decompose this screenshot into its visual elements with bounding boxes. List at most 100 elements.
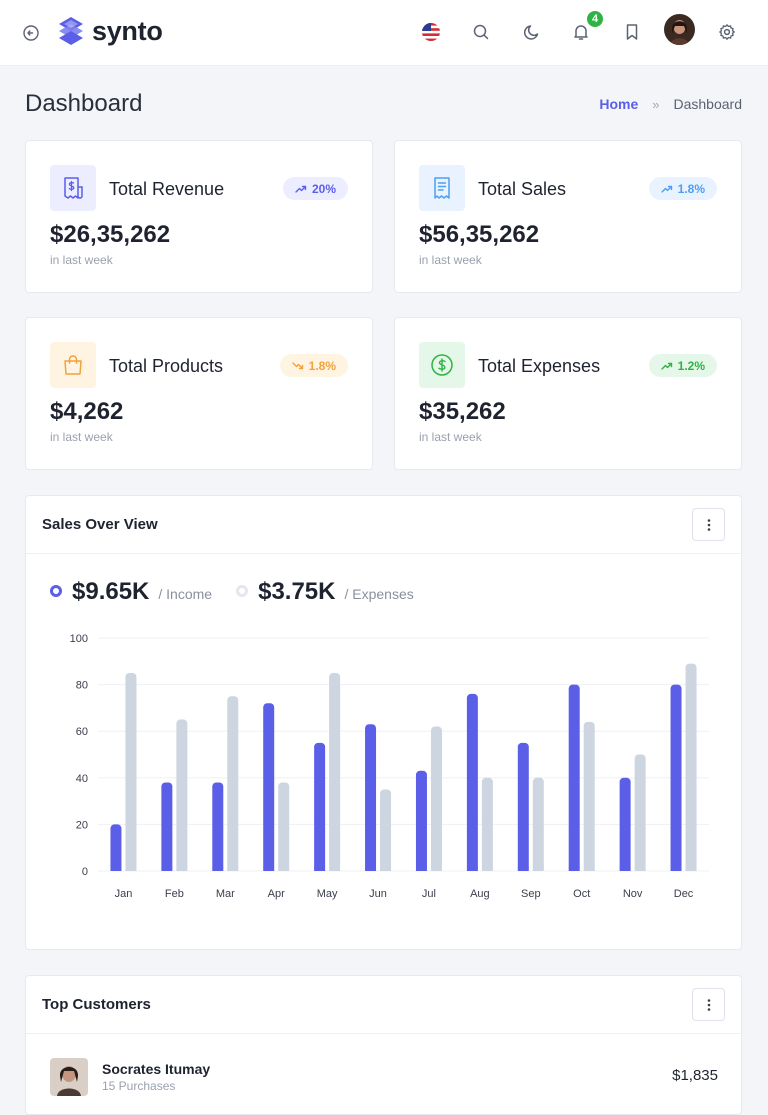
bar-base-expenses-apr — [278, 867, 290, 871]
sales-bar-chart: 0 20 40 60 80 100 Jan Feb Mar Apr May Jun Jul Aug Sep O… — [70, 633, 709, 900]
bar-base-expenses-nov — [634, 867, 646, 871]
bar-base-income-may — [314, 867, 326, 871]
bar-base-expenses-jan — [125, 867, 137, 871]
bar-base-income-nov — [619, 867, 631, 871]
x-tick-label: Feb — [165, 888, 184, 900]
more-vertical-icon — [707, 998, 710, 1011]
x-tick-label: Mar — [216, 888, 235, 900]
stat-change-badge: 20% — [282, 177, 348, 200]
stat-card-total-products: Total Products 1.8% $4,262 in last week — [25, 317, 373, 470]
stat-change-value: 1.8% — [677, 181, 705, 196]
bar-base-expenses-feb — [176, 867, 188, 871]
y-tick-label: 40 — [76, 773, 88, 785]
stat-title: Total Revenue — [109, 179, 225, 199]
stat-card-total-expenses: Total Expenses 1.2% $35,262 in last week — [394, 317, 742, 470]
bar-expenses-apr — [278, 782, 290, 871]
stat-change-badge: 1.8% — [279, 354, 348, 377]
bar-income-feb — [161, 782, 173, 871]
stat-value: $35,262 — [419, 398, 506, 425]
bar-income-oct — [568, 684, 580, 871]
bell-icon[interactable] — [570, 21, 592, 43]
trend-up-icon — [660, 362, 672, 370]
bar-base-income-sep — [517, 867, 529, 871]
x-tick-label: Dec — [674, 888, 694, 900]
bar-base-income-apr — [263, 867, 275, 871]
more-options-button[interactable] — [692, 988, 725, 1021]
bar-base-income-aug — [466, 867, 478, 871]
income-label: / Income — [158, 586, 213, 602]
customer-amount: $1,835 — [672, 1067, 718, 1084]
gear-icon[interactable] — [716, 21, 738, 43]
stat-change-badge: 1.8% — [648, 177, 717, 200]
breadcrumb-current: Dashboard — [673, 96, 743, 112]
stat-card-total-revenue: Total Revenue 20% $26,35,262 in last wee… — [25, 140, 373, 293]
card-title: Sales Over View — [42, 516, 158, 533]
y-tick-label: 100 — [70, 633, 88, 645]
bar-expenses-sep — [532, 777, 544, 871]
bar-expenses-nov — [634, 754, 646, 871]
shopping-bag-icon — [50, 342, 96, 388]
stat-title: Total Expenses — [478, 356, 601, 376]
bar-expenses-aug — [481, 777, 493, 871]
top-navbar: synto 4 — [0, 0, 768, 66]
bar-base-expenses-aug — [481, 867, 493, 871]
bar-base-expenses-jun — [380, 867, 392, 871]
stat-subtext: in last week — [50, 430, 113, 444]
bar-expenses-feb — [176, 719, 188, 871]
sales-overview-card: Sales Over View $9.65K / Income $3.75K /… — [25, 495, 742, 950]
customer-name: Socrates Itumay — [102, 1061, 211, 1077]
back-icon[interactable] — [22, 24, 40, 42]
more-options-button[interactable] — [692, 508, 725, 541]
bar-income-jan — [110, 824, 122, 871]
bookmark-icon[interactable] — [621, 21, 643, 43]
x-tick-label: Sep — [521, 888, 541, 900]
bar-income-jul — [415, 770, 427, 871]
income-total: $9.65K — [72, 578, 150, 605]
expenses-legend-dot — [236, 585, 249, 597]
logo[interactable]: synto — [55, 14, 163, 48]
card-header: Top Customers — [26, 976, 741, 1034]
bar-income-dec — [670, 684, 682, 871]
bar-income-sep — [517, 742, 529, 871]
flag-icon[interactable] — [420, 21, 442, 43]
bar-base-income-mar — [212, 867, 224, 871]
stat-value: $26,35,262 — [50, 221, 171, 248]
trend-down-icon — [291, 361, 303, 369]
stat-change-value: 1.2% — [677, 358, 705, 373]
bar-base-income-dec — [670, 867, 682, 871]
stat-value: $4,262 — [50, 398, 124, 425]
bar-income-nov — [619, 777, 631, 871]
top-customers-card: Top Customers Socrates Itumay 15 Purchas… — [25, 975, 742, 1115]
breadcrumb: Home » Dashboard — [599, 96, 742, 112]
bar-income-jun — [365, 724, 377, 871]
bar-base-income-feb — [161, 867, 173, 871]
bar-base-income-oct — [568, 867, 580, 871]
trend-up-icon — [660, 185, 672, 193]
bar-base-expenses-may — [329, 867, 341, 871]
bar-income-mar — [212, 782, 224, 871]
customer-row[interactable]: Socrates Itumay 15 Purchases $1,835 — [50, 1058, 718, 1098]
stat-change-value: 20% — [311, 181, 336, 196]
stat-subtext: in last week — [50, 253, 113, 267]
bar-expenses-oct — [583, 721, 595, 871]
stat-change-value: 1.8% — [308, 358, 336, 373]
bar-base-expenses-dec — [685, 867, 697, 871]
logo-text: synto — [92, 15, 163, 46]
bar-base-expenses-oct — [583, 867, 595, 871]
moon-icon[interactable] — [521, 21, 543, 43]
breadcrumb-home-link[interactable]: Home — [599, 96, 639, 112]
dollar-circle-icon — [419, 342, 465, 388]
expenses-label: / Expenses — [344, 586, 414, 602]
avatar[interactable] — [664, 14, 695, 45]
x-tick-label: Apr — [268, 888, 285, 900]
bar-base-expenses-sep — [532, 867, 544, 871]
stat-subtext: in last week — [419, 430, 482, 444]
search-icon[interactable] — [470, 21, 492, 43]
x-tick-label: Aug — [470, 888, 490, 900]
bar-base-income-jul — [415, 867, 427, 871]
x-tick-label: Nov — [623, 888, 643, 900]
stat-card-total-sales: Total Sales 1.8% $56,35,262 in last week — [394, 140, 742, 293]
breadcrumb-separator: » — [652, 96, 660, 112]
x-tick-label: Jan — [115, 888, 133, 900]
chart-legend: $9.65K / Income $3.75K / Expenses — [50, 578, 414, 606]
